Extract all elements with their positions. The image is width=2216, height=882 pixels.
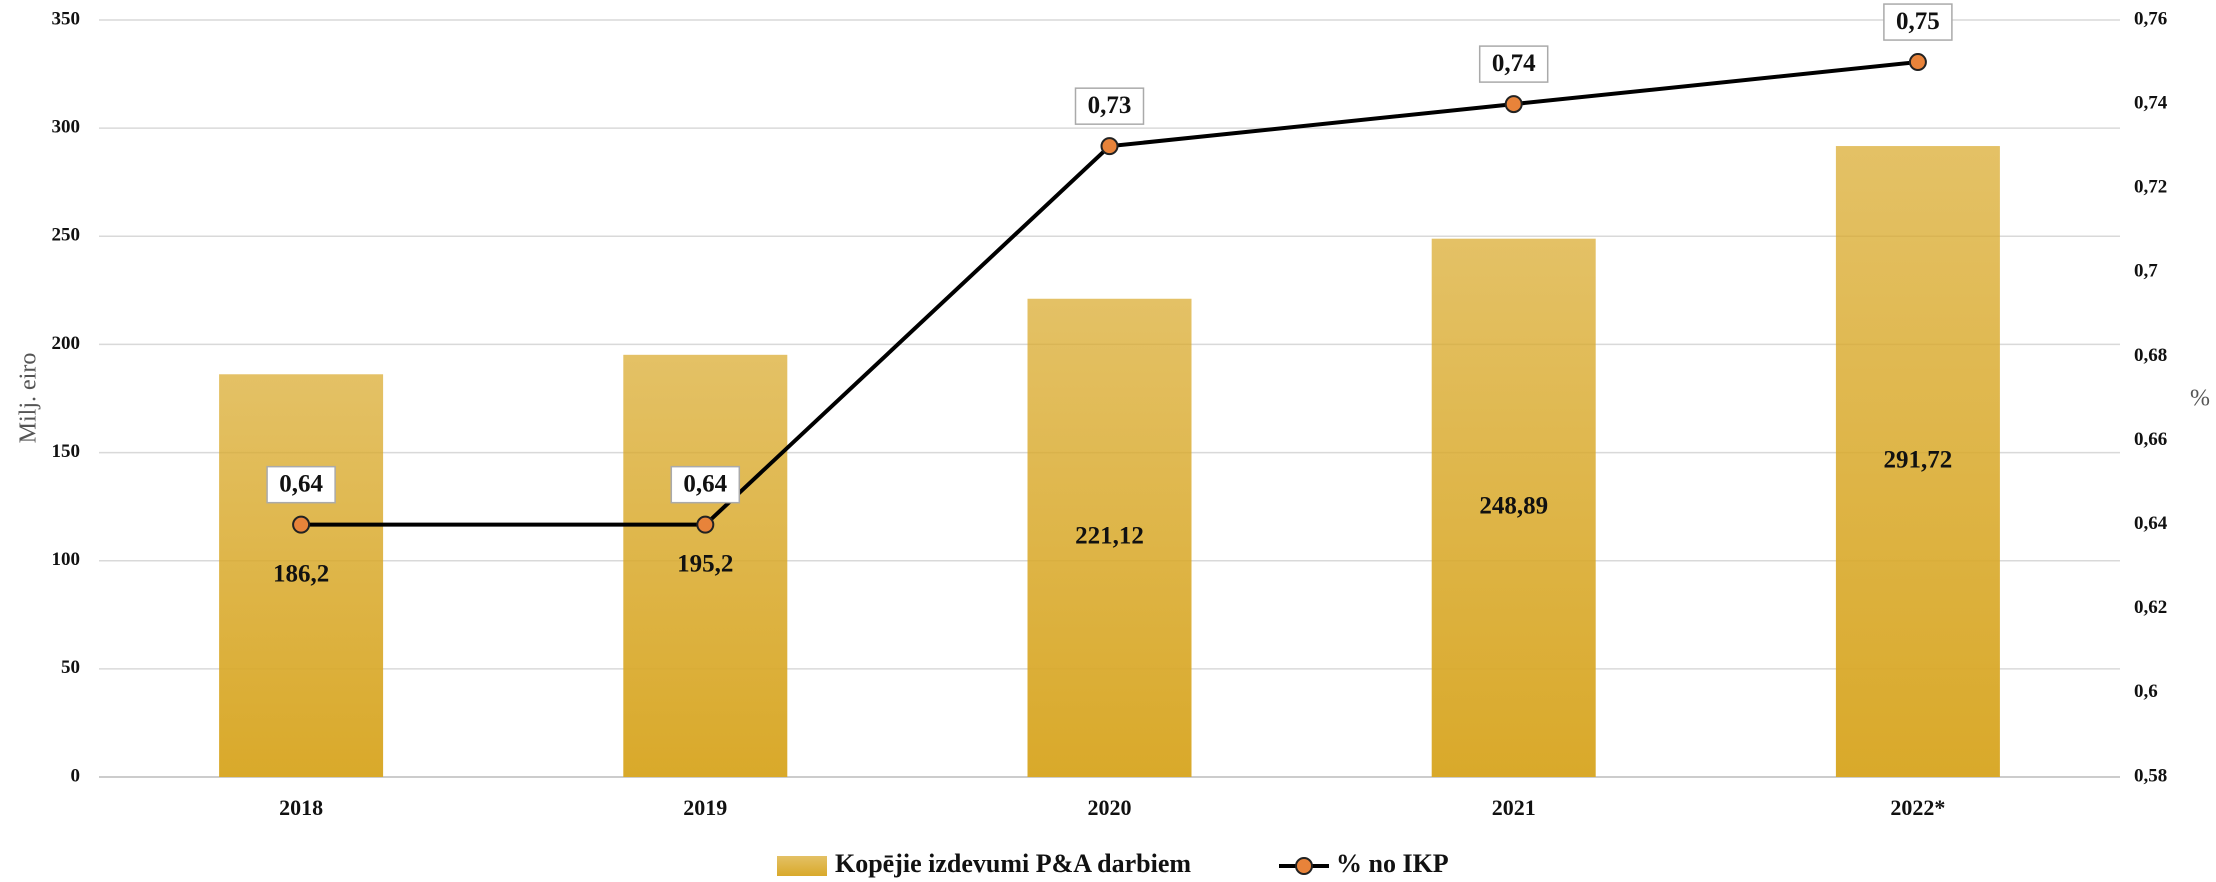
label-box xyxy=(1074,87,1145,125)
line-value-label: 0,75 xyxy=(1896,8,1940,35)
line-value-label: 0,64 xyxy=(279,470,323,497)
y2-tick-label: 0,68 xyxy=(2134,345,2167,366)
y-tick-label: 0 xyxy=(71,765,81,786)
y-tick-label: 100 xyxy=(52,549,81,570)
bar xyxy=(623,354,788,777)
y2-tick-label: 0,62 xyxy=(2134,597,2167,618)
line-marker xyxy=(292,515,311,534)
bar xyxy=(1027,298,1192,777)
bar-value-label: 221,12 xyxy=(1075,523,1144,550)
bar xyxy=(219,374,384,777)
bar-value-label: 248,89 xyxy=(1479,493,1548,520)
y-tick-label: 200 xyxy=(52,333,81,354)
line-value-label: 0,73 xyxy=(1088,92,1132,119)
line-marker xyxy=(696,515,715,534)
y2-tick-label: 0,7 xyxy=(2134,261,2158,282)
label-box xyxy=(266,465,336,504)
line-value-label: 0,74 xyxy=(1492,50,1536,77)
line-marker xyxy=(1908,53,1927,72)
y-axis-title: Milj. eiro xyxy=(16,353,42,444)
y2-tick-label: 0,72 xyxy=(2134,177,2167,198)
y2-tick-label: 0,74 xyxy=(2134,92,2168,113)
x-tick-label: 2022* xyxy=(1890,795,1945,820)
y-tick-label: 300 xyxy=(52,117,81,138)
bar-value-label: 186,2 xyxy=(273,560,329,587)
y-tick-label: 350 xyxy=(52,8,81,29)
y-tick-label: 50 xyxy=(61,657,80,678)
line-value-label: 0,64 xyxy=(683,470,727,497)
y-tick-label: 250 xyxy=(52,225,81,246)
label-box xyxy=(1478,45,1549,83)
y2-tick-label: 0,76 xyxy=(2134,8,2167,29)
line-marker xyxy=(1504,95,1523,114)
bar-value-label: 195,2 xyxy=(677,551,733,578)
x-tick-label: 2020 xyxy=(1088,795,1132,820)
bar xyxy=(1431,238,1596,777)
bar xyxy=(1835,146,2000,777)
bar-value-label: 291,72 xyxy=(1884,446,1953,473)
y2-tick-label: 0,58 xyxy=(2134,765,2167,786)
x-tick-label: 2021 xyxy=(1492,795,1536,820)
line-marker xyxy=(1100,137,1119,156)
y2-tick-label: 0,66 xyxy=(2134,429,2167,450)
label-box xyxy=(1883,3,1953,41)
legend-marker xyxy=(1295,857,1313,875)
y2-tick-label: 0,6 xyxy=(2134,681,2158,702)
legend-swatch xyxy=(777,856,827,876)
legend-label: Kopējie izdevumi P&A darbiem xyxy=(835,849,1191,878)
y2-axis-title: % xyxy=(2190,386,2210,412)
legend-label: % no IKP xyxy=(1336,849,1449,878)
x-tick-label: 2018 xyxy=(279,795,323,820)
y-tick-label: 150 xyxy=(52,441,81,462)
y2-tick-label: 0,64 xyxy=(2134,513,2168,534)
x-tick-label: 2019 xyxy=(683,795,727,820)
label-box xyxy=(670,465,741,504)
